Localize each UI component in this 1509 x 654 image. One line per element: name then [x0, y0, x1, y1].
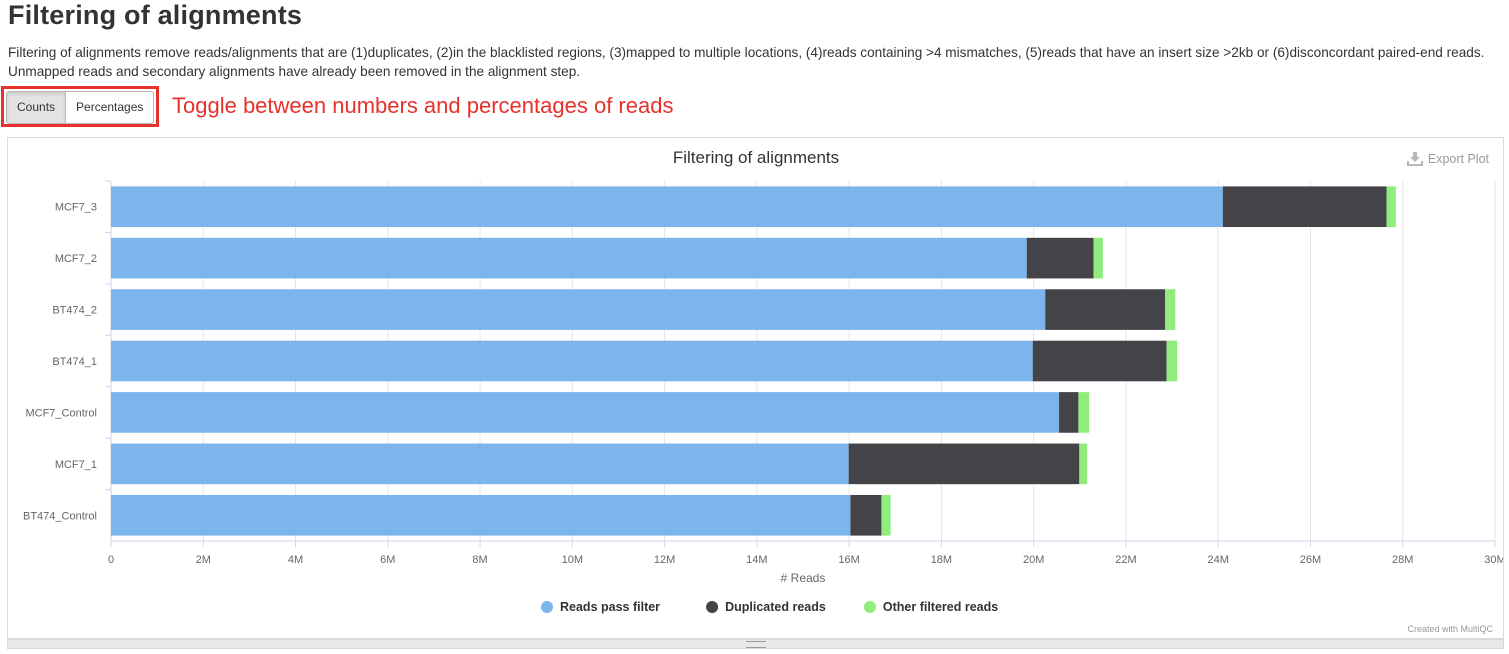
bar-segment[interactable] — [111, 340, 1033, 382]
x-tick-label: 4M — [288, 554, 303, 566]
toggle-highlight-box — [1, 86, 159, 127]
bar-segment[interactable] — [111, 237, 1027, 279]
x-tick-label: 16M — [838, 554, 859, 566]
legend-item[interactable]: Other filtered reads — [883, 600, 998, 614]
counts-button[interactable]: Counts — [7, 92, 67, 123]
x-tick-label: 24M — [1207, 554, 1228, 566]
category-label: MCF7_3 — [55, 202, 97, 214]
bar-segment[interactable] — [111, 392, 1060, 433]
x-tick-label: 18M — [931, 554, 952, 566]
x-tick-label: 30M — [1484, 554, 1503, 566]
bar-segment[interactable] — [1166, 340, 1178, 382]
x-tick-label: 2M — [196, 554, 211, 566]
category-label: BT474_2 — [52, 305, 97, 317]
chart-title: Filtering of alignments — [673, 148, 839, 167]
bar-segment[interactable] — [1045, 289, 1166, 330]
bar-segment[interactable] — [848, 443, 1080, 485]
x-tick-label: 20M — [1023, 554, 1044, 566]
export-plot-button[interactable]: Export Plot — [1406, 152, 1489, 166]
bar-segment[interactable] — [111, 186, 1223, 228]
bar-segment[interactable] — [1078, 392, 1090, 433]
bar-segment[interactable] — [1032, 340, 1167, 382]
download-icon — [1406, 152, 1423, 166]
legend-item[interactable]: Reads pass filter — [560, 600, 660, 614]
x-tick-label: 22M — [1115, 554, 1136, 566]
plot-resize-handle[interactable] — [7, 639, 1504, 649]
page-description: Filtering of alignments remove reads/ali… — [8, 45, 1485, 79]
bar-segment[interactable] — [1165, 289, 1176, 330]
bar-segment[interactable] — [111, 443, 849, 485]
bar-segment[interactable] — [1026, 237, 1094, 279]
x-tick-label: 0 — [108, 554, 114, 566]
category-label: MCF7_Control — [25, 407, 97, 419]
x-tick-label: 14M — [746, 554, 767, 566]
legend-marker[interactable] — [541, 601, 553, 613]
bar-segment[interactable] — [850, 494, 882, 536]
category-label: MCF7_2 — [55, 253, 97, 265]
bar-segment[interactable] — [1059, 392, 1079, 433]
bar-segment[interactable] — [111, 494, 851, 536]
bar-segment[interactable] — [1386, 186, 1396, 228]
plot-container: Filtering of alignments 0 2M 4M 6M 8M 10M 12M 14… — [7, 137, 1504, 639]
x-axis-label: # Reads — [781, 571, 826, 585]
bar-segment[interactable] — [1079, 443, 1088, 485]
x-tick-label: 12M — [654, 554, 675, 566]
bar-segment[interactable] — [111, 289, 1046, 330]
filtering-bar-chart: Filtering of alignments 0 2M 4M 6M 8M 10M 12M 14… — [23, 148, 1503, 614]
x-tick-label: 10M — [562, 554, 583, 566]
category-label: BT474_1 — [52, 356, 97, 368]
page-title: Filtering of alignments — [8, 0, 303, 30]
legend-item[interactable]: Duplicated reads — [725, 600, 826, 614]
export-plot-label: Export Plot — [1427, 152, 1489, 166]
percentages-button[interactable]: Percentages — [76, 100, 144, 114]
x-tick-label: 6M — [380, 554, 395, 566]
x-tick-label: 26M — [1300, 554, 1321, 566]
category-label: BT474_Control — [23, 510, 97, 522]
legend-marker[interactable] — [863, 601, 876, 613]
bar-segment[interactable] — [1222, 186, 1387, 228]
counts-percentages-toggle: Counts Percentages — [6, 91, 155, 124]
legend-marker[interactable] — [706, 601, 719, 613]
grip-icon — [745, 640, 766, 648]
x-tick-label: 28M — [1392, 554, 1413, 566]
x-tick-label: 8M — [472, 554, 487, 566]
bar-segment[interactable] — [1093, 237, 1103, 279]
credit-text[interactable]: Created with MultiQC — [1407, 624, 1493, 634]
bar-segment[interactable] — [881, 494, 891, 536]
toggle-annotation: Toggle between numbers and percentages o… — [172, 93, 674, 118]
category-label: MCF7_1 — [55, 459, 97, 471]
